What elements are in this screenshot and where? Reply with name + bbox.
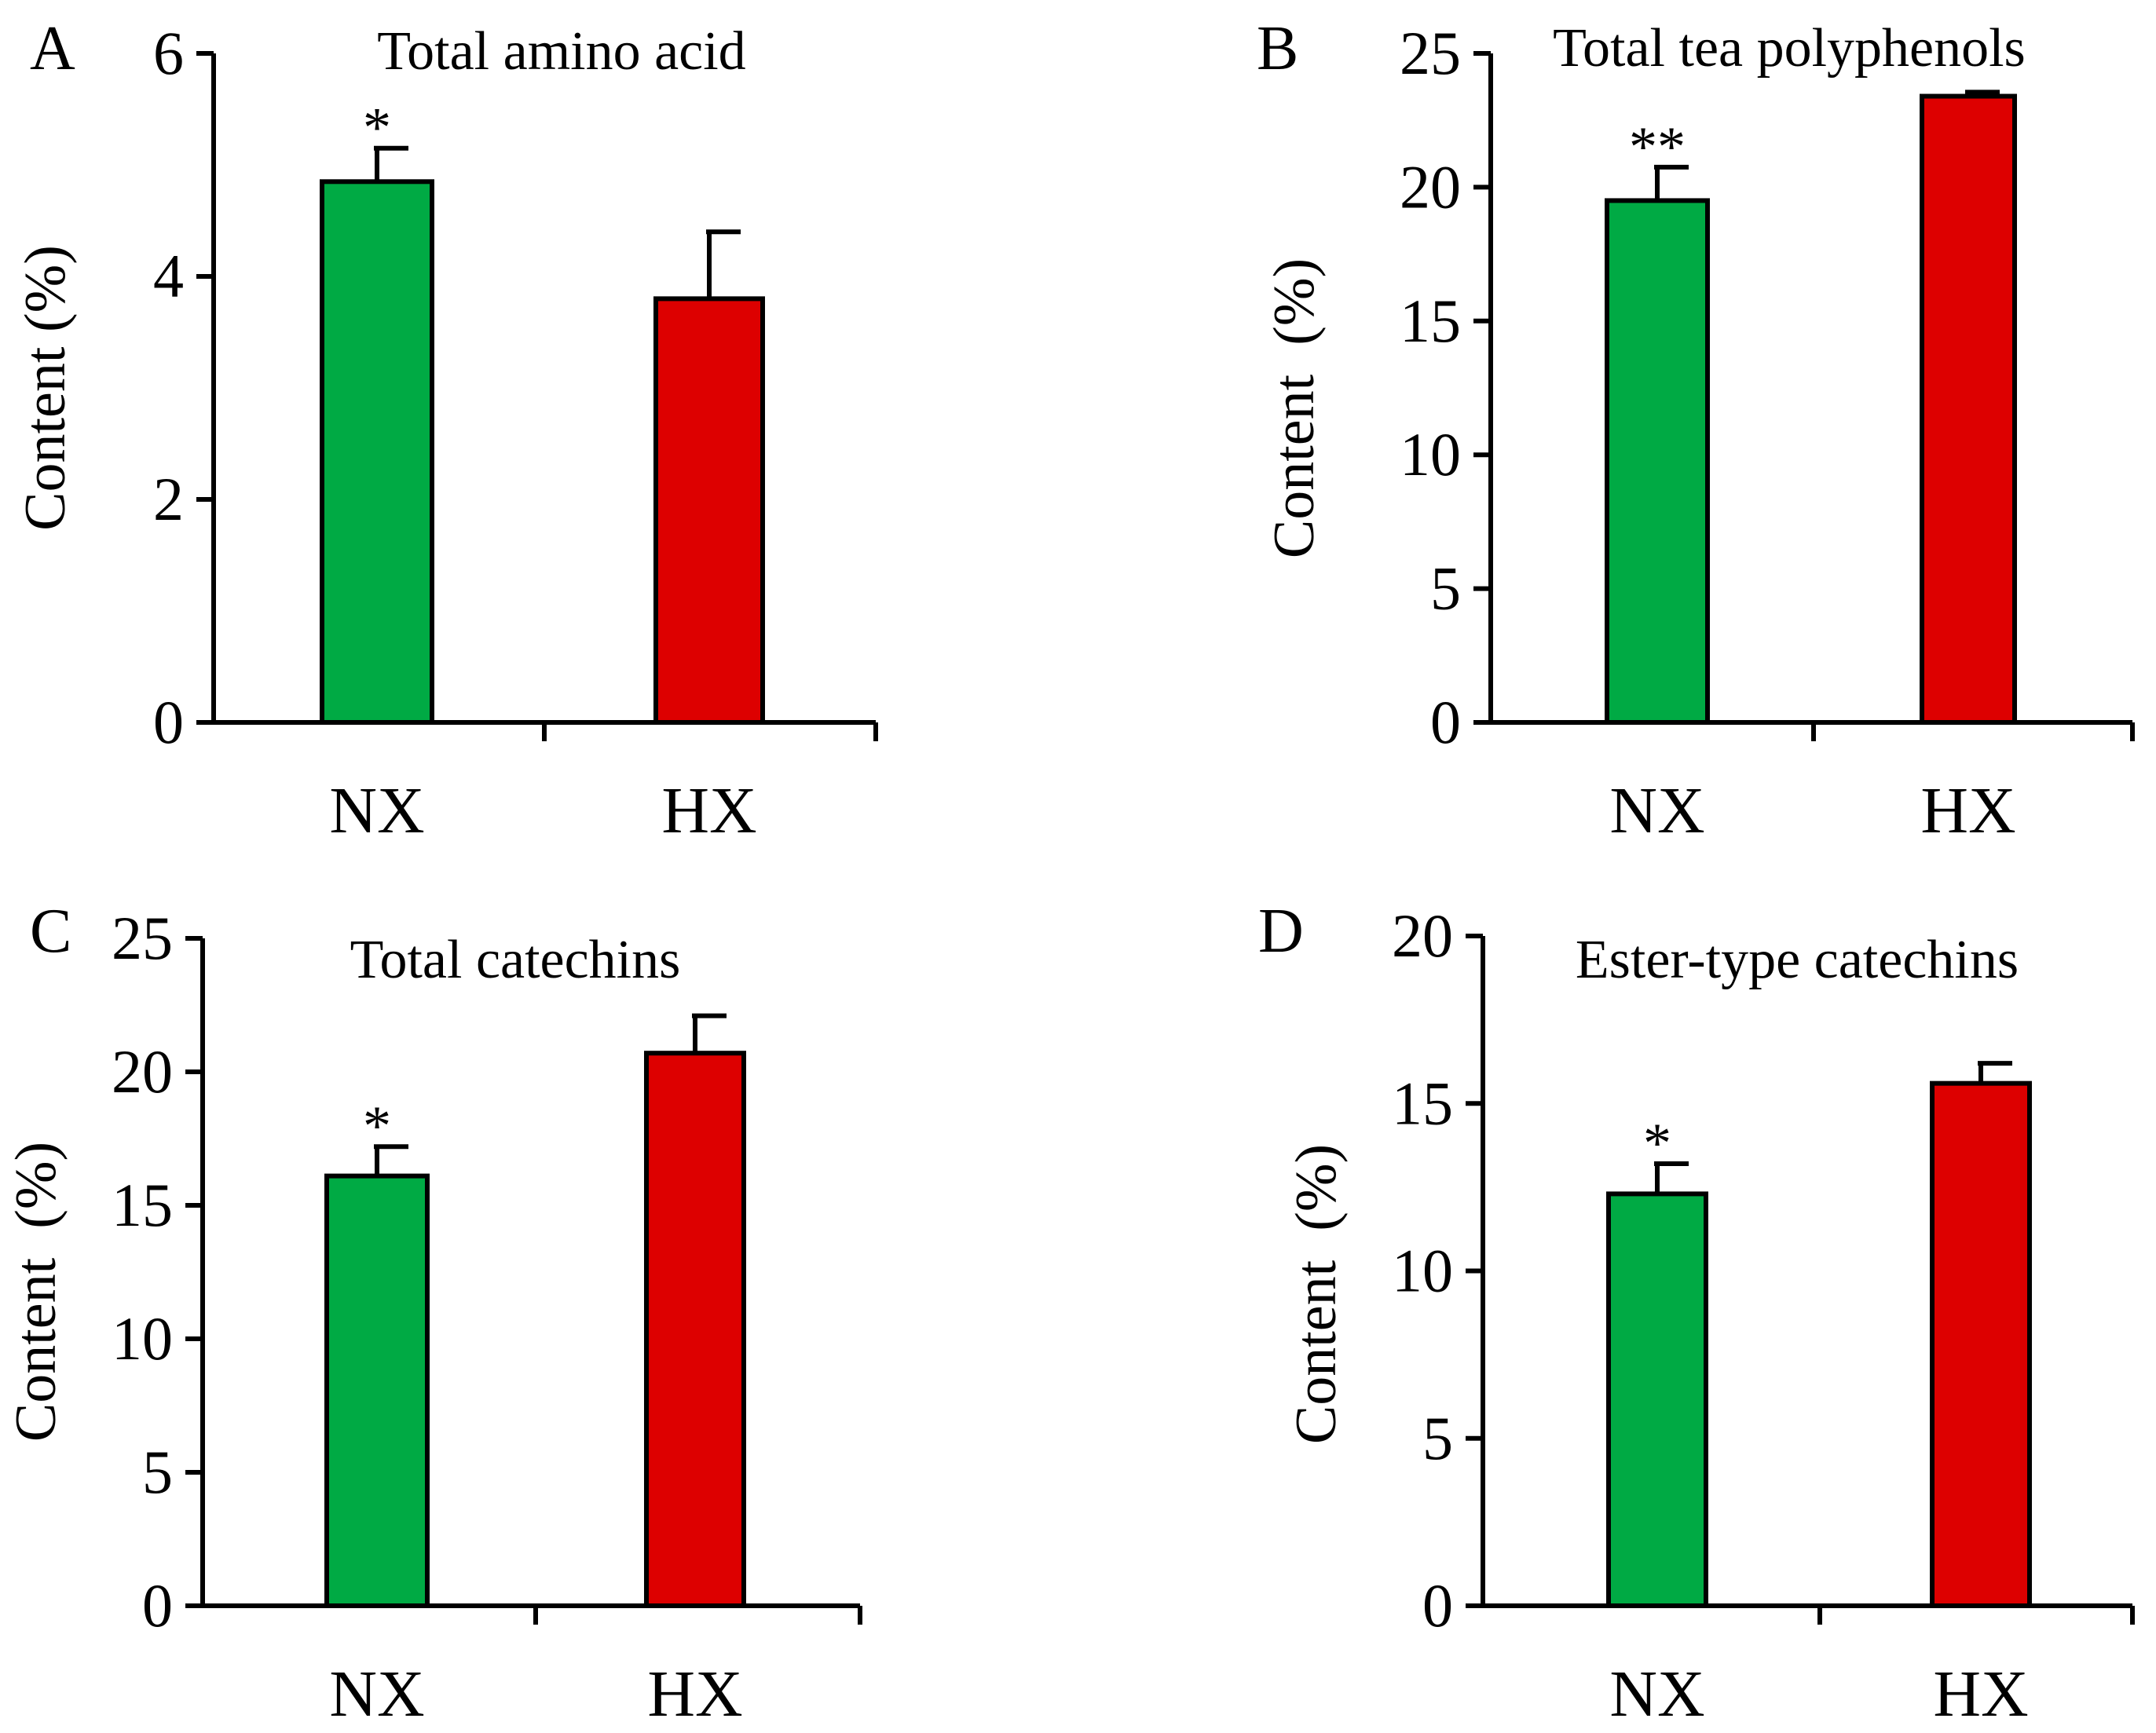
y-tick-label-b-3: 15 bbox=[1400, 287, 1461, 355]
category-label-c-1: HX bbox=[647, 1658, 742, 1731]
significance-mark-a-0: * bbox=[363, 97, 391, 159]
bar-a-nx bbox=[320, 179, 434, 726]
y-tick-label-b-2: 10 bbox=[1400, 420, 1461, 488]
significance-mark-c-0: * bbox=[363, 1095, 391, 1157]
panel-letter-c: C bbox=[30, 897, 71, 966]
significance-mark-d-0: * bbox=[1643, 1112, 1671, 1175]
chart-title-d: Ester-type catechins bbox=[1576, 930, 2019, 990]
y-tick-label-d-4: 20 bbox=[1392, 901, 1453, 970]
bar-c-hx bbox=[644, 1051, 746, 1608]
y-tick-label-a-0: 0 bbox=[153, 688, 184, 756]
category-label-a-0: NX bbox=[329, 774, 424, 847]
bar-d-hx bbox=[1930, 1080, 2032, 1609]
panel-a: 0 2 4 6 * NX HX Total amino acid A Content (%) bbox=[13, 14, 878, 847]
y-tick-label-c-1: 5 bbox=[142, 1438, 173, 1506]
y-tick-label-a-2: 4 bbox=[153, 242, 184, 310]
y-tick-label-b-4: 20 bbox=[1400, 152, 1461, 221]
panel-letter-a: A bbox=[30, 14, 75, 83]
y-axis-label-b: Content (%) bbox=[1262, 258, 1327, 558]
y-tick-label-b-5: 25 bbox=[1400, 19, 1461, 87]
significance-mark-b-0: ** bbox=[1629, 115, 1686, 178]
bar-b-hx bbox=[1920, 93, 2017, 725]
category-label-c-0: NX bbox=[329, 1658, 424, 1731]
category-label-d-0: NX bbox=[1609, 1658, 1704, 1731]
y-axis-label-c: Content (%) bbox=[4, 1142, 68, 1442]
category-label-d-1: HX bbox=[1933, 1658, 2028, 1731]
bar-a-hx bbox=[653, 296, 765, 725]
y-tick-label-c-5: 25 bbox=[112, 904, 173, 972]
y-tick-label-c-3: 15 bbox=[112, 1171, 173, 1239]
bar-c-nx bbox=[324, 1173, 430, 1608]
y-axis-label-d: Content (%) bbox=[1284, 1144, 1349, 1444]
bar-b-nx bbox=[1605, 198, 1710, 725]
category-label-b-0: NX bbox=[1609, 774, 1704, 847]
y-tick-label-c-2: 10 bbox=[112, 1304, 173, 1373]
y-tick-label-d-0: 0 bbox=[1422, 1571, 1453, 1640]
y-axis-label-a: Content (%) bbox=[13, 245, 78, 531]
chart-title-c: Total catechins bbox=[350, 930, 681, 990]
panel-c: 0 5 10 15 20 25 * NX HX Total catechins C Content (… bbox=[4, 897, 862, 1731]
chart-title-a: Total amino acid bbox=[377, 21, 745, 82]
chart-title-b: Total tea polyphenols bbox=[1553, 18, 2026, 79]
panel-d: 0 5 10 15 20 * NX HX Ester-type catechins D Conten… bbox=[1258, 897, 2135, 1731]
y-tick-label-d-2: 10 bbox=[1392, 1237, 1453, 1305]
panel-letter-b: B bbox=[1257, 14, 1298, 83]
y-tick-label-d-1: 5 bbox=[1422, 1404, 1453, 1472]
y-tick-label-a-3: 6 bbox=[153, 19, 184, 87]
y-tick-label-b-0: 0 bbox=[1430, 688, 1461, 756]
y-tick-label-a-1: 2 bbox=[153, 465, 184, 533]
y-tick-label-c-0: 0 bbox=[142, 1571, 173, 1640]
y-tick-label-d-3: 15 bbox=[1392, 1069, 1453, 1137]
category-label-b-1: HX bbox=[1920, 774, 2015, 847]
y-tick-label-b-1: 5 bbox=[1430, 554, 1461, 623]
bar-d-nx bbox=[1606, 1191, 1708, 1608]
y-tick-label-c-4: 20 bbox=[112, 1037, 173, 1106]
category-label-a-1: HX bbox=[661, 774, 756, 847]
panel-letter-d: D bbox=[1258, 897, 1304, 966]
panel-b: 0 5 10 15 20 25 ** NX HX Total tea polyphenols B Co… bbox=[1257, 14, 2135, 847]
